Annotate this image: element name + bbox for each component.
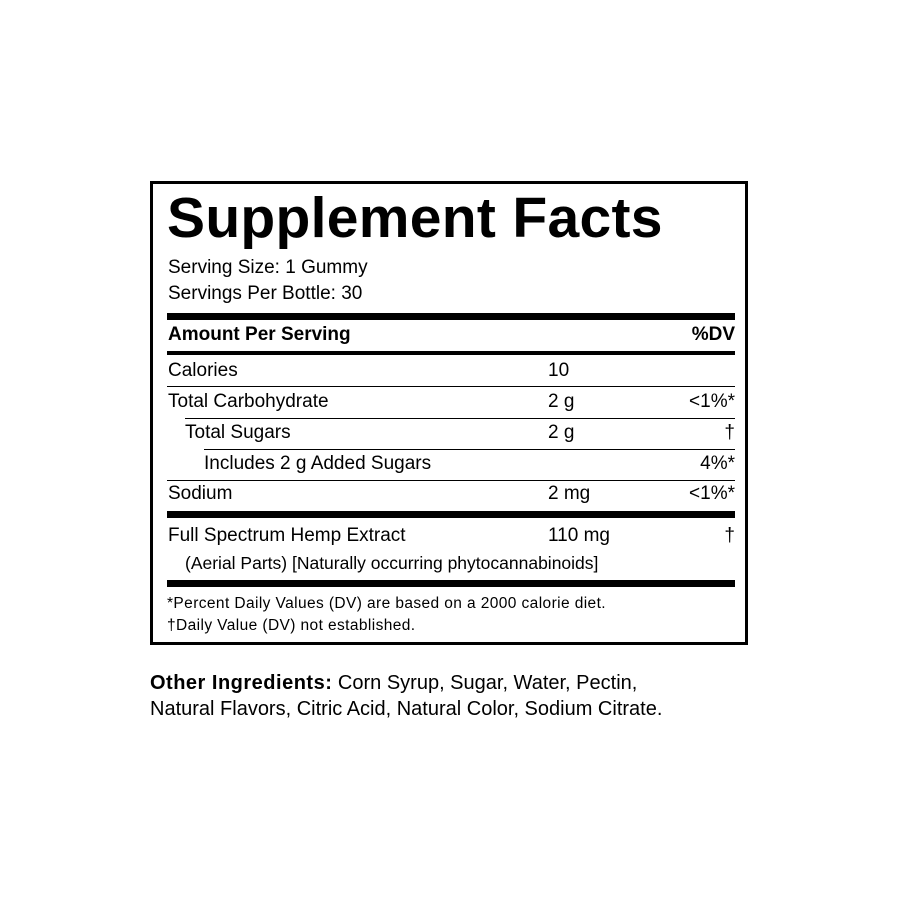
footnote-dagger: †Daily Value (DV) not established. — [167, 617, 416, 634]
row-name: Full Spectrum Hemp Extract — [168, 525, 406, 546]
row-amount: 2 g — [548, 391, 575, 412]
row-amount: 2 mg — [548, 483, 591, 504]
thin-divider — [204, 449, 735, 450]
other-ingredients-text: Corn Syrup, Sugar, Water, Pectin, — [332, 672, 638, 694]
row-amount: 2 g — [548, 422, 575, 443]
amount-per-serving-header: Amount Per Serving — [168, 324, 351, 345]
supplement-facts-panel — [150, 181, 748, 645]
row-subtext: (Aerial Parts) [Naturally occurring phyt… — [185, 553, 599, 573]
row-dv: <1%* — [689, 391, 735, 412]
thin-divider — [185, 418, 735, 419]
dv-header: %DV — [691, 324, 735, 345]
thin-divider — [167, 386, 735, 387]
servings-per-container: Servings Per Bottle: 30 — [168, 283, 363, 304]
panel-title: Supplement Facts — [167, 186, 663, 250]
row-dv: <1%* — [689, 483, 735, 504]
medium-divider — [167, 351, 735, 355]
row-dv: † — [724, 422, 735, 443]
serving-size: Serving Size: 1 Gummy — [168, 257, 368, 278]
other-ingredients-label: Other Ingredients: — [150, 672, 333, 694]
row-amount: 110 mg — [548, 525, 610, 546]
row-dv: † — [724, 525, 735, 546]
row-name: Total Sugars — [185, 422, 291, 443]
row-name: Includes 2 g Added Sugars — [204, 453, 432, 474]
other-ingredients-line1: Other Ingredients: Corn Syrup, Sugar, Wa… — [150, 671, 637, 695]
row-name: Calories — [168, 360, 238, 381]
thick-divider — [167, 313, 735, 320]
row-amount: 10 — [548, 360, 570, 381]
row-name: Sodium — [168, 483, 233, 504]
thin-divider — [167, 480, 735, 481]
row-name: Total Carbohydrate — [168, 391, 329, 412]
row-dv: 4%* — [700, 453, 735, 474]
thick-divider — [167, 511, 735, 518]
other-ingredients-line2: Natural Flavors, Citric Acid, Natural Co… — [150, 698, 663, 720]
thick-divider — [167, 580, 735, 587]
footnote-dv: *Percent Daily Values (DV) are based on … — [167, 595, 606, 612]
